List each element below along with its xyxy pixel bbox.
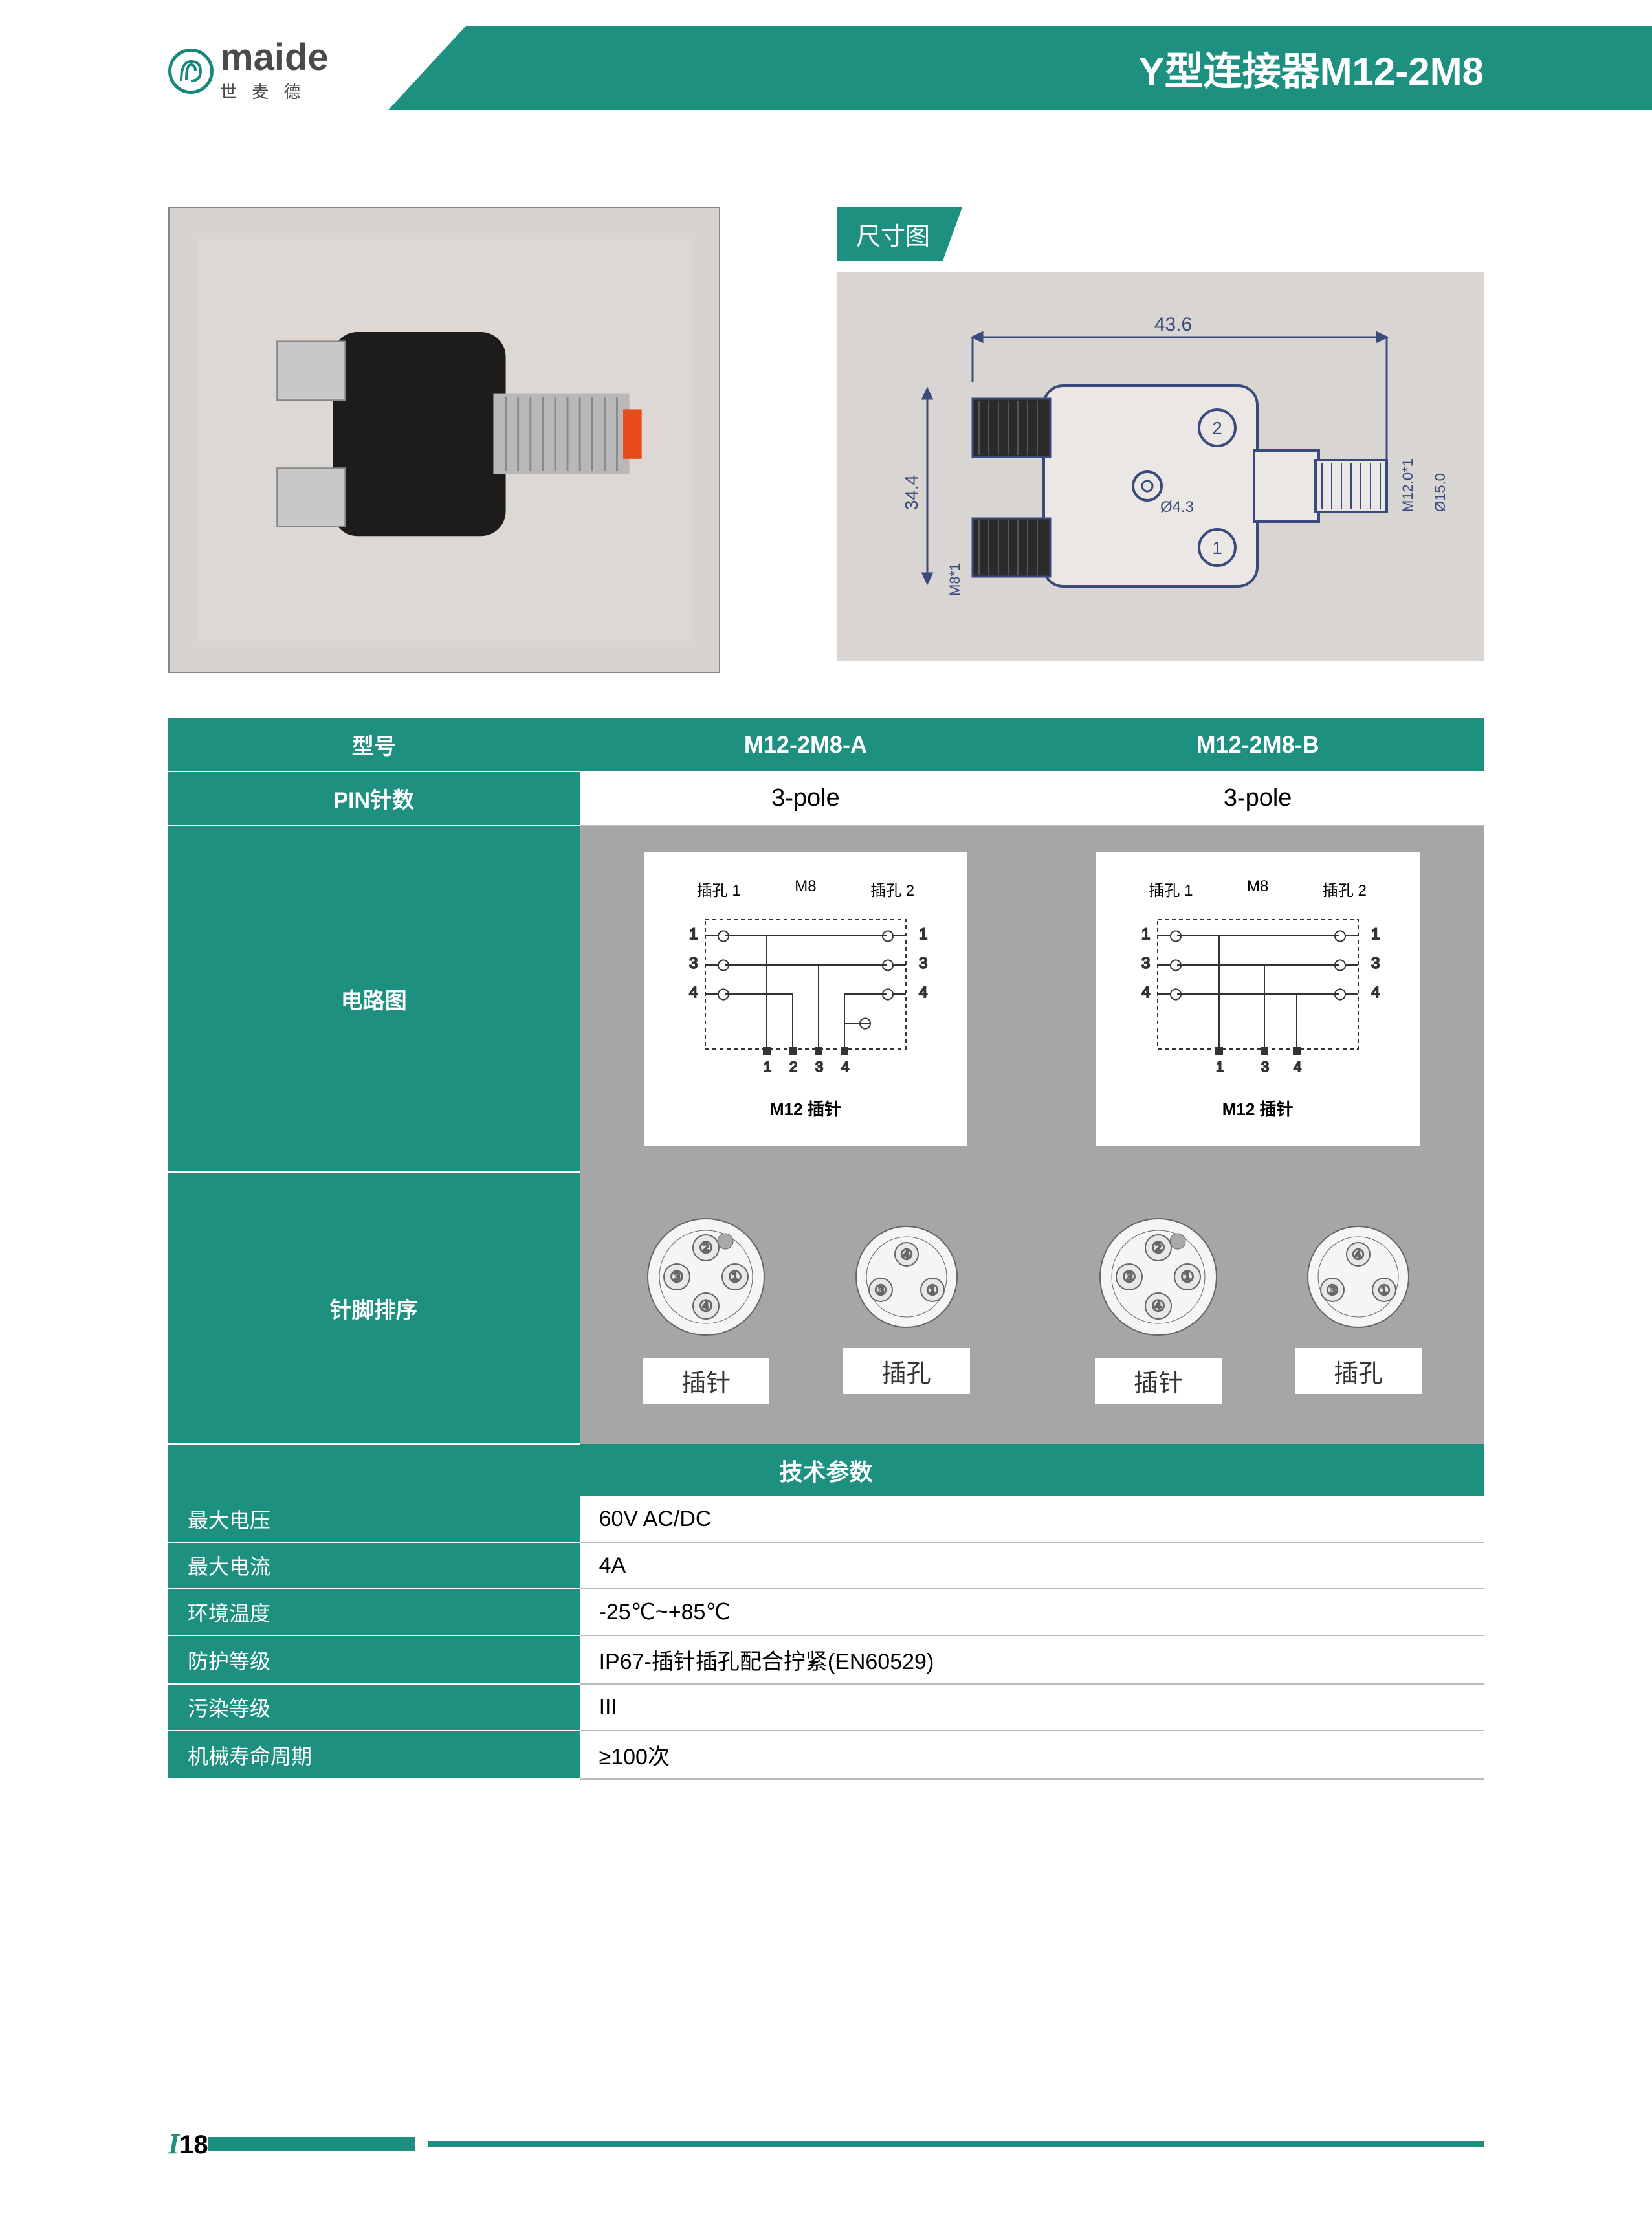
svg-text:2: 2: [789, 1059, 797, 1075]
circ-m8b: M8: [1247, 878, 1268, 900]
tp-val-1: 4A: [580, 1542, 1484, 1589]
pinout-A: ① ② ③ ④ 插针: [580, 1172, 1032, 1444]
tp-label-2: 环境温度: [168, 1589, 580, 1635]
hdr-tech: 技术参数: [168, 1444, 1484, 1496]
spec-table: 型号 M12-2M8-A M12-2M8-B PIN针数 3-pole 3-po…: [168, 718, 1484, 1780]
svg-text:1: 1: [1141, 925, 1150, 943]
dim-thread2: M12.0*1: [1400, 459, 1416, 512]
svg-text:1: 1: [1212, 538, 1222, 558]
pinout-label-pinB: 插针: [1095, 1358, 1222, 1404]
tp-val-5: ≥100次: [580, 1731, 1484, 1779]
svg-text:3: 3: [689, 955, 698, 972]
svg-text:3: 3: [1371, 955, 1380, 972]
hdr-modelA: M12-2M8-A: [580, 718, 1032, 771]
tp-val-0: 60V AC/DC: [580, 1496, 1484, 1542]
svg-text:①: ①: [1378, 1282, 1391, 1298]
dim-d: Ø4.3: [1160, 498, 1194, 516]
hdr-model: 型号: [168, 718, 580, 771]
svg-text:③: ③: [1122, 1268, 1136, 1286]
dim-od: Ø15.0: [1432, 473, 1448, 512]
brand-name: maide: [220, 39, 329, 76]
svg-text:2: 2: [1212, 418, 1222, 438]
header-banner: Y型连接器M12-2M8: [388, 26, 1652, 110]
svg-text:4: 4: [919, 984, 927, 1001]
tp-val-2: -25℃~+85℃: [580, 1589, 1484, 1635]
tp-label-5: 机械寿命周期: [168, 1731, 580, 1779]
hdr-pinout: 针脚排序: [168, 1172, 580, 1444]
circuit-B: 插孔 1 M8 插孔 2 1 3 4 1 3: [1031, 825, 1484, 1172]
product-photo: [168, 207, 720, 673]
svg-text:②: ②: [699, 1239, 713, 1257]
circ-sock1: 插孔 1: [697, 878, 741, 900]
dim-w: 43.6: [1154, 314, 1192, 335]
hdr-pins: PIN针数: [168, 771, 580, 825]
svg-text:①: ①: [728, 1268, 742, 1286]
footer-line: [428, 2141, 1484, 2147]
svg-text:④: ④: [699, 1298, 713, 1315]
page-header: maide 世 麦 德 Y型连接器M12-2M8: [0, 0, 1652, 129]
svg-text:4: 4: [1371, 984, 1380, 1001]
logo: maide 世 麦 德: [0, 0, 388, 103]
tp-label-4: 污染等级: [168, 1684, 580, 1731]
svg-text:①: ①: [1180, 1268, 1195, 1286]
circ-sock1b: 插孔 1: [1149, 878, 1193, 900]
hdr-modelB: M12-2M8-B: [1031, 718, 1484, 771]
svg-text:②: ②: [1151, 1239, 1165, 1257]
footer-accent: [208, 2137, 415, 2151]
dimension-section-title: 尺寸图: [837, 207, 962, 261]
circ-m8: M8: [795, 878, 816, 900]
pinout-label-sockA: 插孔: [843, 1348, 970, 1394]
svg-text:1: 1: [1371, 925, 1380, 943]
svg-text:1: 1: [919, 925, 927, 943]
svg-text:③: ③: [1326, 1282, 1339, 1298]
pinout-label-sockB: 插孔: [1295, 1348, 1422, 1394]
circ-sock2b: 插孔 2: [1323, 878, 1367, 900]
tp-label-1: 最大电流: [168, 1542, 580, 1589]
svg-text:3: 3: [815, 1059, 823, 1075]
circ-footerb: M12 插针: [1122, 1096, 1394, 1120]
pinout-label-pinA: 插针: [643, 1358, 769, 1404]
circuit-A: 插孔 1 M8 插孔 2 1 3 4 1 3: [580, 825, 1032, 1172]
svg-text:③: ③: [670, 1268, 684, 1286]
svg-text:①: ①: [926, 1282, 939, 1298]
svg-text:③: ③: [874, 1282, 887, 1298]
svg-text:3: 3: [919, 955, 927, 972]
svg-text:1: 1: [689, 925, 698, 943]
svg-text:4: 4: [1141, 984, 1150, 1001]
svg-text:3: 3: [1141, 955, 1150, 972]
svg-text:4: 4: [689, 984, 698, 1001]
svg-text:4: 4: [841, 1059, 849, 1075]
page-title: Y型连接器M12-2M8: [1139, 40, 1484, 96]
logo-icon: [168, 49, 214, 94]
pinout-B: ① ② ③ ④ 插针: [1031, 1172, 1484, 1444]
val-pinsB: 3-pole: [1031, 771, 1484, 825]
svg-text:4: 4: [1294, 1059, 1301, 1075]
svg-text:④: ④: [900, 1246, 913, 1263]
tp-label-3: 防护等级: [168, 1635, 580, 1684]
svg-text:④: ④: [1151, 1298, 1165, 1315]
dim-h: 34.4: [901, 475, 921, 511]
brand-sub: 世 麦 德: [220, 79, 329, 103]
hdr-circuit: 电路图: [168, 825, 580, 1172]
svg-text:1: 1: [1216, 1059, 1224, 1075]
tp-val-4: III: [580, 1684, 1484, 1731]
dim-thread1: M8*1: [947, 563, 963, 596]
svg-text:1: 1: [764, 1059, 771, 1075]
circ-sock2: 插孔 2: [870, 878, 914, 900]
circ-footer: M12 插针: [670, 1096, 942, 1120]
val-pinsA: 3-pole: [580, 771, 1032, 825]
page-number: I18: [168, 2127, 208, 2160]
svg-text:3: 3: [1261, 1059, 1269, 1075]
tp-label-0: 最大电压: [168, 1496, 580, 1542]
tp-val-3: IP67-插针插孔配合拧紧(EN60529): [580, 1635, 1484, 1684]
svg-text:④: ④: [1352, 1246, 1365, 1263]
page-footer: I18: [0, 2127, 1652, 2160]
dimension-drawing: 43.6 34.4 2 1: [837, 272, 1484, 661]
